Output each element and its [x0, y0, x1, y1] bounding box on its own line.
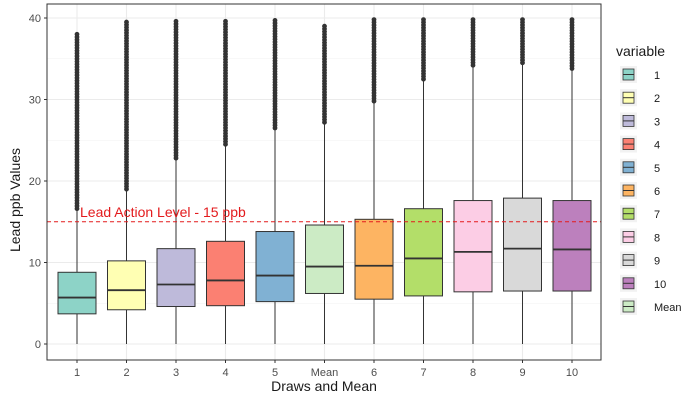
legend-label: Mean — [654, 302, 682, 314]
legend-label: 10 — [654, 279, 666, 291]
x-tick-label: Mean — [311, 367, 339, 379]
box-body — [354, 218, 394, 300]
box-4 — [206, 18, 245, 344]
outlier-point — [421, 17, 426, 23]
legend-title: variable — [616, 43, 665, 59]
panel-border — [46, 3, 602, 361]
legend-label: 3 — [654, 116, 660, 128]
box-Mean — [305, 23, 344, 344]
legend-label: 4 — [654, 140, 660, 152]
box-body — [57, 271, 97, 315]
legend-label: 5 — [654, 163, 660, 175]
legend-label: 7 — [654, 209, 660, 221]
box-body — [206, 240, 245, 307]
legend-label: 1 — [654, 70, 660, 82]
box-layer — [57, 17, 592, 344]
box-8 — [453, 17, 493, 344]
box-3 — [156, 18, 196, 344]
box-2 — [107, 19, 146, 344]
y-axis-title: Lead ppb Values — [7, 148, 23, 252]
outlier-point — [520, 17, 525, 23]
box-5 — [255, 18, 295, 344]
box-body — [453, 200, 493, 293]
outlier-point — [124, 19, 129, 25]
box-6 — [354, 17, 394, 344]
y-tick-label: 20 — [29, 176, 41, 188]
outlier-point — [272, 18, 278, 23]
x-tick-label: 9 — [519, 367, 525, 379]
x-tick-label: 5 — [272, 367, 278, 379]
legend-label: 8 — [654, 232, 660, 244]
lead-action-level-label: Lead Action Level - 15 ppb — [80, 204, 246, 220]
axes-layer: 0 10 20 30 40 1 2 3 4 5 Mean 6 7 8 9 10 — [29, 13, 578, 379]
box-body — [305, 224, 344, 294]
box-body — [404, 208, 443, 297]
outlier-point — [223, 18, 228, 24]
outlier-point — [569, 17, 575, 23]
x-tick-label: 3 — [173, 367, 179, 379]
outlier-point — [470, 17, 476, 23]
y-tick-label: 40 — [29, 13, 41, 25]
box-body — [552, 200, 592, 292]
box-9 — [503, 17, 542, 344]
box-body — [156, 248, 196, 308]
y-tick-label: 30 — [29, 95, 41, 107]
y-tick-label: 0 — [35, 339, 41, 351]
legend-label: 6 — [654, 186, 660, 198]
x-tick-label: 10 — [566, 367, 578, 379]
legend: variable 1 2 3 4 5 6 7 8 9 10 Mean — [616, 43, 682, 315]
box-7 — [404, 17, 443, 344]
reference-line-layer: Lead Action Level - 15 ppb — [47, 204, 601, 223]
legend-label: 2 — [654, 93, 660, 105]
outlier-point — [74, 31, 80, 37]
box-body — [107, 260, 146, 311]
y-tick-label: 10 — [29, 258, 41, 270]
x-tick-label: 1 — [74, 367, 80, 379]
box-1 — [57, 31, 97, 344]
x-tick-label: 6 — [371, 367, 377, 379]
x-tick-label: 8 — [470, 367, 476, 379]
box-body — [503, 197, 542, 292]
x-tick-label: 2 — [123, 367, 129, 379]
x-tick-label: 4 — [222, 367, 228, 379]
x-axis-title: Draws and Mean — [271, 378, 377, 394]
legend-label: 9 — [654, 256, 660, 268]
outlier-point — [371, 17, 377, 23]
outlier-point — [173, 18, 179, 24]
box-body — [255, 231, 295, 303]
box-10 — [552, 17, 592, 344]
x-tick-label: 7 — [420, 367, 426, 379]
outlier-point — [322, 23, 327, 29]
